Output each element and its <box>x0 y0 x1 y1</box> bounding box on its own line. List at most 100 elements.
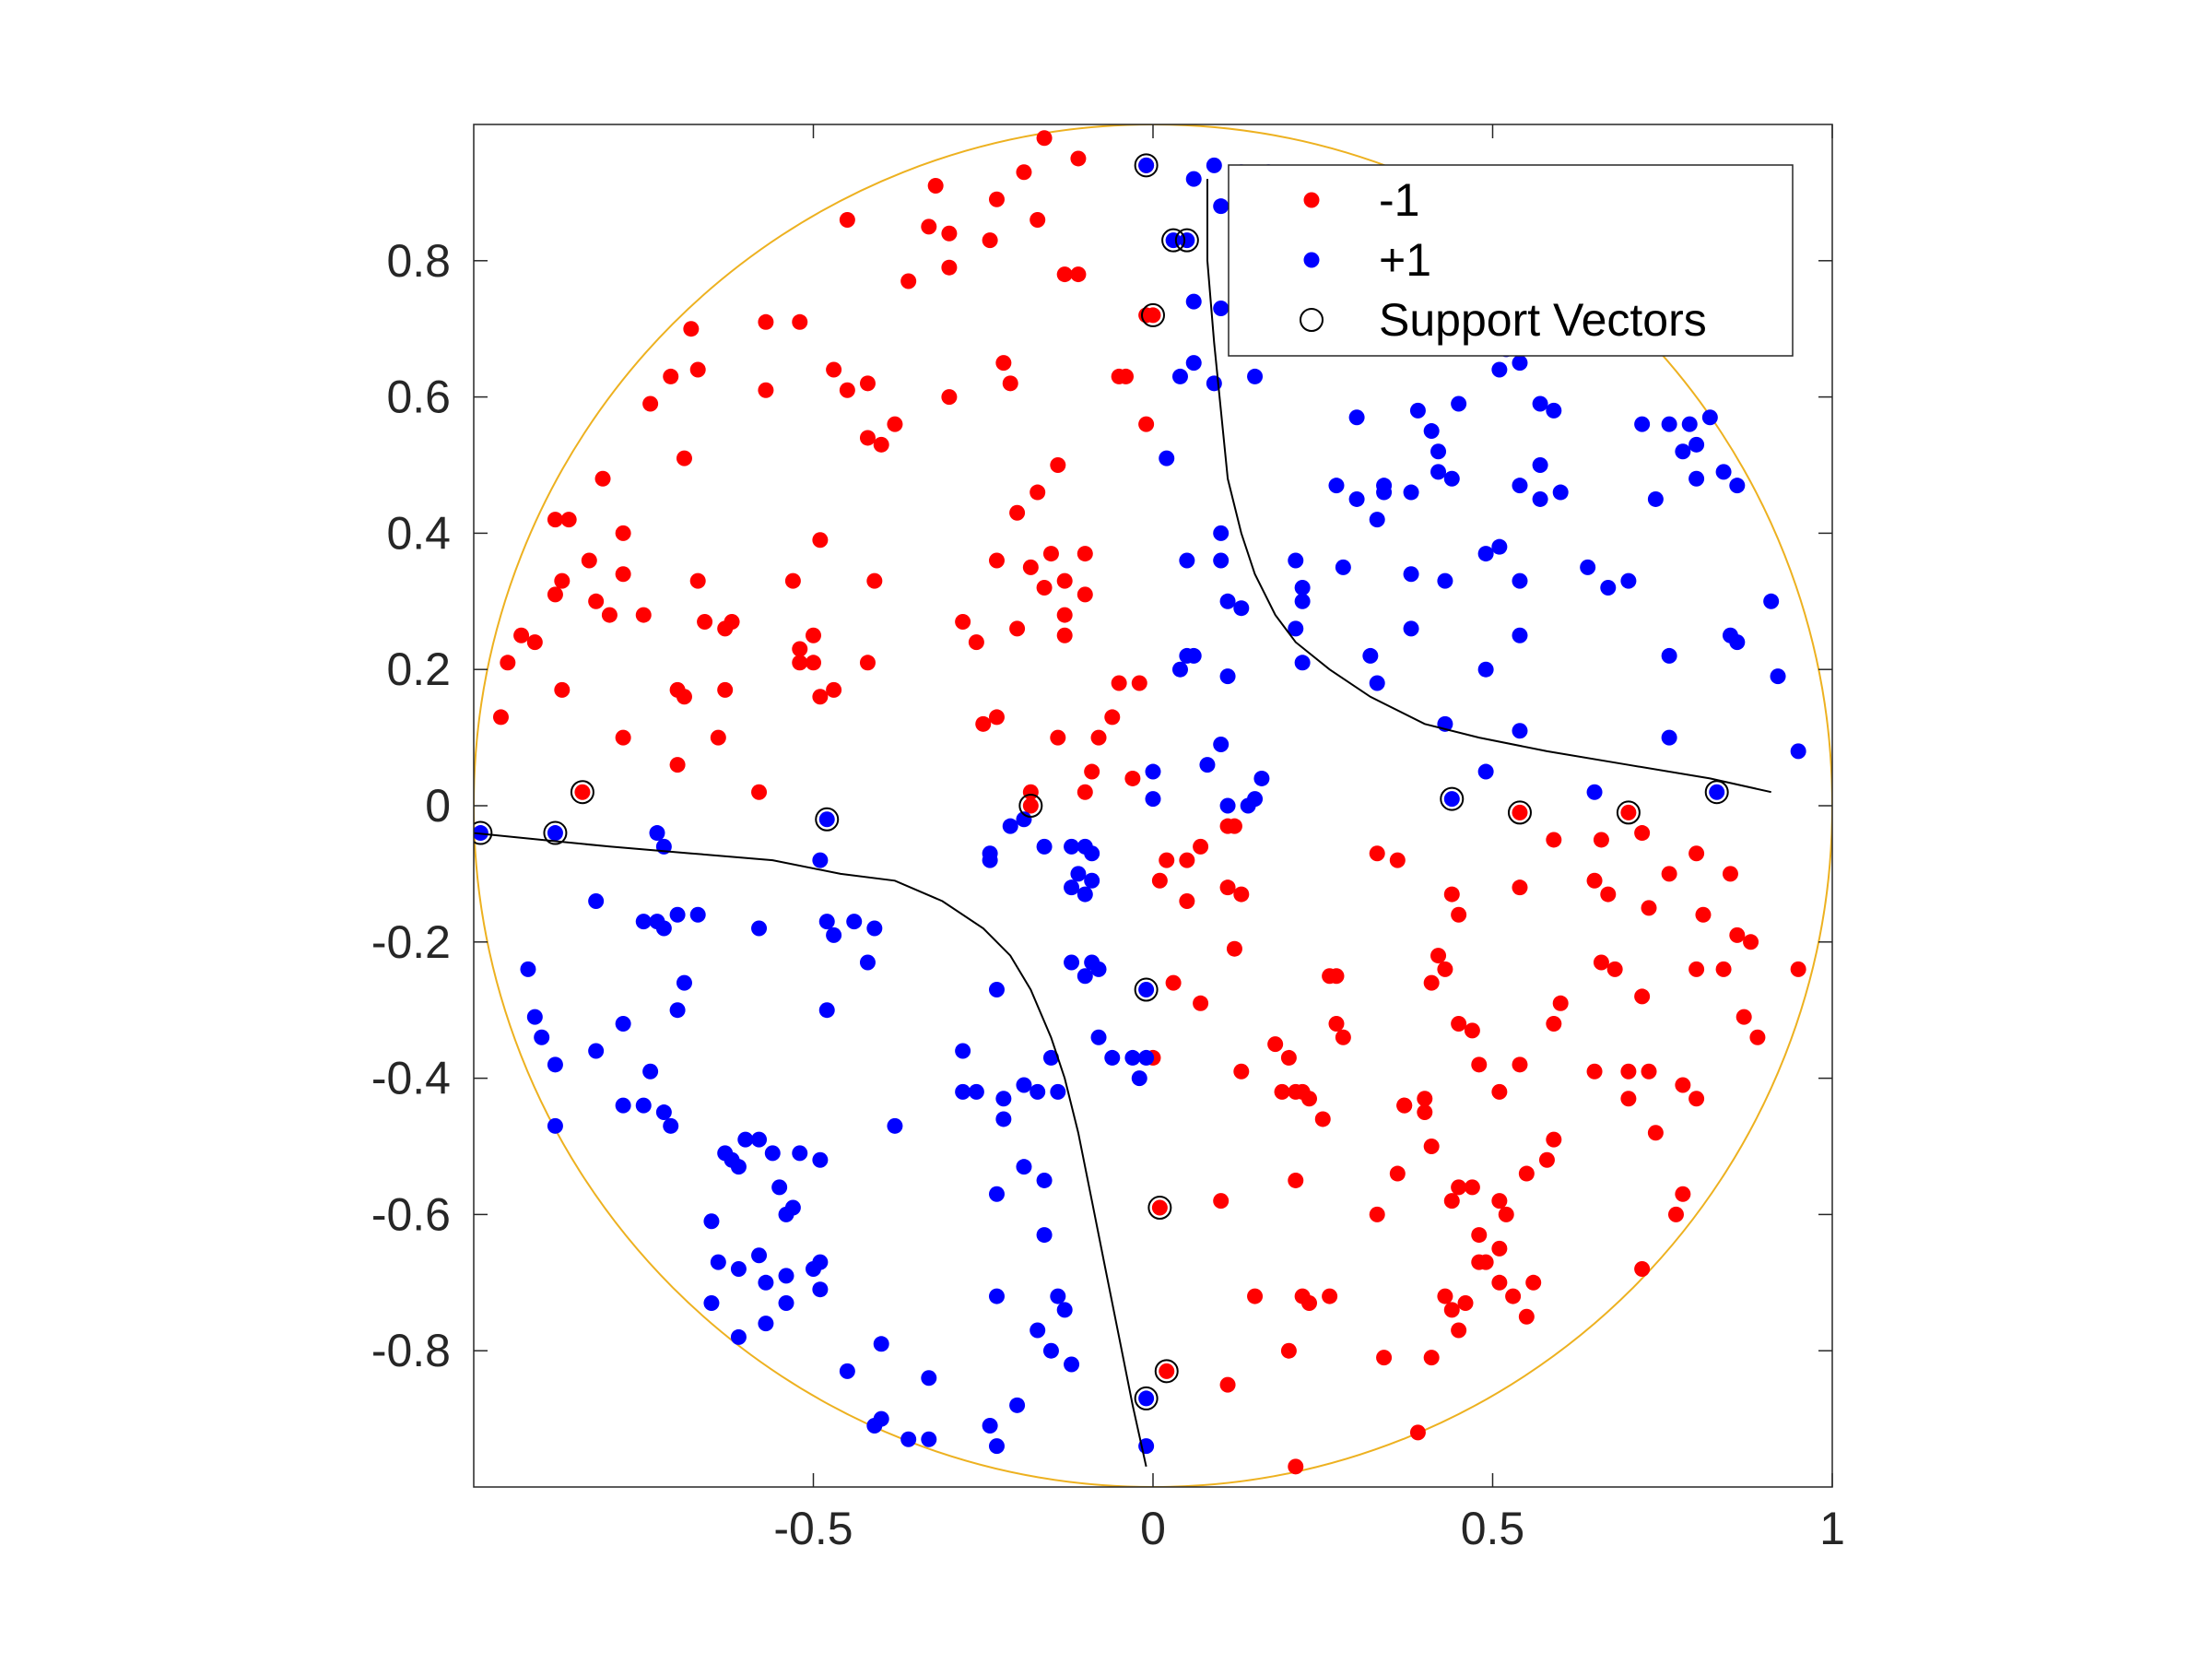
data-point <box>921 218 937 235</box>
data-point <box>1328 1015 1345 1032</box>
data-point <box>1688 845 1705 862</box>
data-point <box>547 512 563 528</box>
data-point <box>1546 402 1562 419</box>
data-point <box>1491 361 1508 378</box>
decision-boundary-line <box>1206 179 1771 794</box>
legend-marker-pos <box>1303 252 1320 268</box>
data-point <box>812 532 829 549</box>
data-point <box>1620 1063 1637 1080</box>
data-point <box>968 1083 984 1100</box>
support-vector-marker <box>1147 1196 1172 1221</box>
data-point <box>615 1097 631 1114</box>
data-point <box>1688 961 1705 977</box>
data-point <box>547 1117 563 1134</box>
data-point <box>1641 1063 1657 1080</box>
data-point <box>1090 729 1107 746</box>
data-point <box>1729 634 1746 651</box>
data-point <box>1138 416 1155 432</box>
data-point <box>887 1117 903 1134</box>
data-point <box>988 191 1005 207</box>
data-point <box>1675 443 1691 460</box>
data-point <box>1084 845 1100 862</box>
data-point <box>812 689 829 705</box>
data-point <box>534 1029 550 1045</box>
x-axis: -0.5 0 0.5 1 <box>773 124 1845 1554</box>
data-point <box>1709 784 1725 800</box>
data-point <box>859 375 876 392</box>
data-point <box>1199 757 1216 773</box>
data-point <box>1600 580 1617 596</box>
data-point <box>703 1213 720 1230</box>
data-point <box>1443 470 1460 487</box>
support-vector-marker <box>570 780 594 805</box>
data-point <box>1056 627 1073 643</box>
x-tick-label: 1 <box>1819 1503 1845 1554</box>
data-point <box>1138 982 1155 998</box>
data-point <box>1498 1206 1514 1222</box>
data-point <box>1477 661 1494 678</box>
data-point <box>1491 1083 1508 1100</box>
data-point <box>1111 675 1127 691</box>
data-point <box>689 361 706 378</box>
data-point <box>1389 852 1406 868</box>
data-point <box>1185 171 1202 187</box>
data-point <box>988 709 1005 726</box>
data-point <box>1294 580 1311 596</box>
data-point <box>1451 906 1467 923</box>
data-point <box>1090 1029 1107 1045</box>
data-point <box>839 211 855 228</box>
data-point <box>1546 832 1562 848</box>
data-point <box>635 1097 652 1114</box>
data-point <box>635 914 652 930</box>
data-point <box>941 225 958 242</box>
data-point <box>1586 784 1603 800</box>
data-point <box>941 259 958 276</box>
data-point <box>1050 1083 1066 1100</box>
data-point <box>669 681 686 698</box>
data-point <box>1443 1193 1460 1210</box>
y-tick-label: -0.2 <box>371 916 451 968</box>
data-point <box>792 655 808 671</box>
data-point <box>1512 723 1528 739</box>
data-point <box>866 572 883 589</box>
data-point <box>1064 954 1080 971</box>
data-point <box>1179 852 1195 868</box>
data-point <box>866 920 883 937</box>
data-point <box>655 1104 672 1121</box>
data-point <box>1219 879 1236 896</box>
support-vector-marker <box>1018 794 1043 818</box>
data-point <box>1219 797 1236 814</box>
data-point <box>1077 968 1093 985</box>
data-point <box>642 395 659 412</box>
data-point <box>839 382 855 398</box>
data-point <box>1030 211 1046 228</box>
data-point <box>1335 1029 1351 1045</box>
data-point <box>1219 668 1236 685</box>
data-point <box>1206 157 1222 173</box>
data-point <box>1280 1342 1297 1359</box>
data-point <box>1430 443 1447 460</box>
data-point <box>778 1268 794 1284</box>
data-point <box>1403 620 1419 637</box>
data-point <box>697 613 713 630</box>
data-point <box>846 914 863 930</box>
data-point <box>792 1145 808 1162</box>
data-point <box>1104 1049 1121 1066</box>
data-point <box>1077 546 1093 562</box>
data-point <box>1477 763 1494 780</box>
data-point <box>615 729 631 746</box>
data-point <box>1151 1199 1168 1216</box>
plot-content <box>474 124 1832 1487</box>
y-tick-label: -0.8 <box>371 1325 451 1376</box>
support-vectors <box>474 153 1729 1410</box>
data-point <box>1145 791 1161 808</box>
data-point <box>1335 559 1351 575</box>
data-point <box>1036 1227 1053 1244</box>
data-point <box>1171 661 1188 678</box>
data-point <box>581 552 597 569</box>
data-point <box>1077 784 1093 800</box>
data-point <box>1030 484 1046 501</box>
data-point <box>1064 879 1080 896</box>
data-point <box>554 572 571 589</box>
